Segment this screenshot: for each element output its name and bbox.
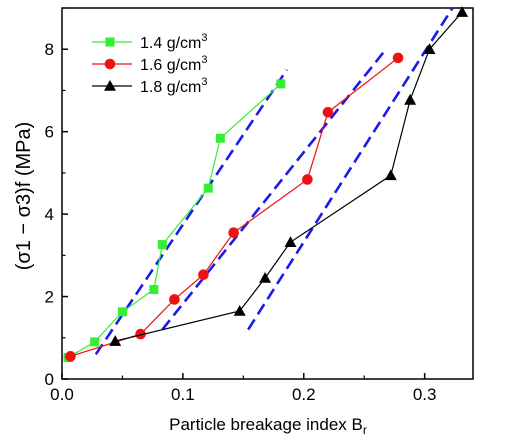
data-point (456, 6, 469, 17)
data-point (157, 240, 167, 250)
trend-line (247, 7, 454, 331)
x-tick-label: 0.0 (50, 385, 74, 404)
data-point (104, 58, 116, 70)
data-point (117, 307, 127, 317)
data-point (90, 337, 100, 347)
data-point (423, 43, 436, 55)
data-point (404, 93, 417, 105)
legend-label: 1.6 g/cm3 (140, 54, 207, 74)
x-tick-label: 0.1 (171, 385, 195, 404)
y-axis-title: (σ1 − σ3)f (MPa) (13, 122, 35, 271)
y-tick-label: 6 (45, 123, 54, 142)
data-point (392, 52, 404, 64)
series-circle (65, 52, 404, 362)
data-point (135, 328, 146, 340)
data-point (198, 269, 209, 281)
legend-item: 1.8 g/cm3 (92, 76, 207, 96)
data-point (259, 272, 272, 283)
axis-ticks (61, 7, 426, 380)
data-point (169, 294, 180, 305)
data-point (284, 236, 297, 247)
x-axis-title: Particle breakage index Br (169, 415, 367, 437)
x-axis-title-main: Particle breakage index B (169, 415, 363, 434)
y-tick-label: 4 (45, 205, 54, 224)
data-point (276, 79, 286, 89)
data-point (104, 80, 116, 91)
data-series (63, 6, 469, 363)
data-point (228, 227, 239, 238)
legend-item: 1.4 g/cm3 (92, 32, 207, 52)
series-line (67, 83, 282, 359)
legend-label: 1.4 g/cm3 (140, 32, 207, 52)
series-line (115, 11, 463, 342)
y-tick-label: 2 (45, 288, 54, 307)
legend-item: 1.6 g/cm3 (92, 54, 207, 74)
data-point (302, 174, 313, 185)
data-point (215, 133, 225, 143)
data-point (105, 37, 115, 47)
x-tick-label: 0.2 (292, 385, 316, 404)
data-point (322, 106, 334, 118)
y-tick-label: 8 (45, 40, 54, 59)
trend-line (94, 69, 288, 355)
x-axis-title-subscript: r (363, 423, 367, 437)
data-point (233, 304, 246, 316)
x-axis-tick-labels: 0.0 0.1 0.2 0.3 (50, 385, 436, 404)
data-point (109, 335, 122, 346)
series-line (70, 57, 399, 357)
data-point (384, 169, 397, 181)
legend-label: 1.8 g/cm3 (140, 76, 207, 96)
x-tick-label: 0.3 (413, 385, 437, 404)
y-axis-tick-labels: 0 2 4 6 8 (45, 40, 54, 389)
data-point (149, 285, 159, 295)
plot-frame (61, 7, 474, 380)
series-triangle (109, 6, 469, 346)
y-tick-label: 0 (45, 370, 54, 389)
data-point (65, 351, 76, 362)
data-point (203, 183, 213, 193)
